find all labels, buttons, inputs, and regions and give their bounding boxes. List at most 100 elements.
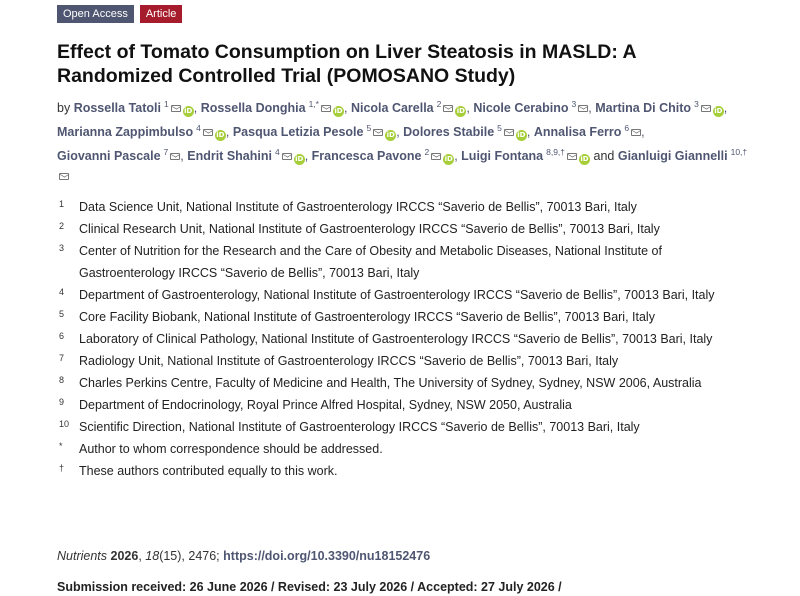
author-affiliation-ref: 7 (163, 146, 169, 157)
author-affiliation-ref: 4 (196, 122, 201, 133)
mail-icon[interactable] (373, 129, 384, 137)
mail-icon[interactable] (578, 105, 589, 113)
affiliation-text: Core Facility Biobank, National Institut… (79, 310, 655, 324)
author-name[interactable]: Luigi Fontana (461, 148, 544, 163)
mail-icon[interactable] (431, 152, 442, 160)
authors-and-label: and (593, 148, 615, 163)
author-name[interactable]: Rossella Tatoli (73, 101, 161, 116)
author-entry: Martina Di Chito 3 iD (595, 99, 724, 118)
affiliation-item: 4 Department of Gastroenterology, Nationa… (57, 284, 747, 306)
orcid-icon[interactable]: iD (579, 153, 591, 165)
author-name[interactable]: Marianna Zappimbulso (57, 125, 194, 140)
affiliation-number: 8 (59, 375, 65, 385)
author-affiliation-ref: 4 (274, 146, 280, 157)
doi-link[interactable]: https://doi.org/10.3390/nu18152476 (223, 549, 431, 563)
article-title: Effect of Tomato Consumption on Liver St… (57, 41, 636, 87)
author-name[interactable]: Dolores Stabile (403, 125, 495, 140)
affiliation-number: 10 (59, 419, 70, 429)
affiliation-text: Department of Endocrinology, Royal Princ… (79, 398, 572, 412)
affiliation-text: Radiology Unit, National Institute of Ga… (79, 354, 619, 368)
affiliation-text: Department of Gastroenterology, National… (79, 288, 715, 302)
orcid-icon[interactable]: iD (332, 106, 344, 118)
author-entry: Giovanni Pascale 7 (57, 146, 181, 163)
affiliation-number: 6 (59, 331, 65, 341)
author-name[interactable]: Giovanni Pascale (57, 148, 161, 163)
mail-icon[interactable] (443, 105, 454, 113)
mail-icon[interactable] (202, 129, 213, 137)
author-affiliation-ref: 1 (163, 99, 169, 109)
author-entry: Rossella Donghia 1,* iD (200, 99, 344, 118)
mail-icon[interactable] (700, 105, 711, 113)
mail-icon[interactable] (59, 172, 69, 180)
author-name[interactable]: Rossella Donghia (200, 101, 306, 116)
author-affiliation-ref: 3 (694, 99, 699, 109)
author-entry: Francesca Pavone 2 iD (311, 146, 455, 165)
orcid-icon[interactable]: iD (515, 130, 527, 142)
mail-icon[interactable] (281, 152, 292, 160)
orcid-icon[interactable]: iD (443, 153, 455, 165)
author-entry: Luigi Fontana 8,9,† iD (461, 146, 591, 165)
affiliation-text: Scientific Direction, National Institute… (79, 420, 640, 434)
author-entry: Rossella Tatoli 1 iD (73, 99, 194, 118)
author-name[interactable]: Nicole Cerabino (473, 101, 569, 116)
affiliation-number: 4 (59, 287, 65, 297)
open-access-badge[interactable]: Open Access (57, 5, 134, 23)
affiliation-number: 5 (59, 309, 65, 319)
affiliation-item: 6 Laboratory of Clinical Pathology, Natio… (57, 328, 747, 350)
citation-year: 2026 (110, 549, 139, 563)
affiliation-number: 2 (59, 221, 65, 231)
affiliation-item: 7 Radiology Unit, National Institute of G… (57, 350, 747, 372)
citation-line: Nutrients 2026, 18(15), 2476; https://do… (57, 549, 431, 563)
badge-row: Open Access Article (57, 5, 183, 23)
affiliation-text: Laboratory of Clinical Pathology, Nation… (79, 332, 713, 346)
affiliation-item: 2 Clinical Research Unit, National Instit… (57, 218, 747, 240)
mail-icon[interactable] (503, 129, 514, 137)
affiliation-item: † These authors contributed equally to th… (57, 460, 747, 482)
affiliation-text: Center of Nutrition for the Research and… (79, 244, 662, 280)
mail-icon[interactable] (631, 129, 642, 137)
mail-icon[interactable] (170, 105, 181, 113)
affiliation-item: 3 Center of Nutrition for the Research an… (57, 240, 747, 284)
mail-icon[interactable] (567, 152, 578, 160)
author-affiliation-ref: 6 (624, 122, 630, 133)
citation-volume: 18 (145, 549, 160, 563)
author-name[interactable]: Annalisa Ferro (533, 125, 622, 140)
author-name[interactable]: Nicola Carella (350, 101, 434, 116)
affiliation-item: 1 Data Science Unit, National Institute o… (57, 196, 747, 218)
author-entry: Nicola Carella 2 iD (350, 99, 467, 118)
affiliation-number: † (59, 463, 65, 473)
affiliation-item: * Author to whom correspondence should be… (57, 438, 747, 460)
author-name[interactable]: Pasqua Letizia Pesole (232, 125, 364, 140)
orcid-icon[interactable]: iD (455, 106, 467, 118)
author-affiliation-ref: 3 (571, 99, 577, 109)
author-name[interactable]: Endrit Shahini (187, 148, 272, 163)
author-entry: Dolores Stabile 5 iD (403, 123, 527, 142)
mail-icon[interactable] (320, 105, 331, 113)
author-entry: Annalisa Ferro 6 (533, 122, 642, 140)
affiliation-item: 10 Scientific Direction, National Institu… (57, 416, 747, 438)
author-affiliation-ref: 2 (424, 146, 430, 157)
orcid-icon[interactable]: iD (712, 106, 724, 118)
author-entry: Pasqua Letizia Pesole 5 iD (232, 122, 397, 142)
author-name[interactable]: Francesca Pavone (311, 148, 422, 163)
orcid-icon[interactable]: iD (214, 130, 226, 142)
orcid-icon[interactable]: iD (385, 130, 397, 142)
affiliation-number: 9 (59, 397, 65, 407)
author-affiliation-ref: 5 (366, 122, 372, 133)
affiliation-text: Author to whom correspondence should be … (79, 442, 383, 456)
author-affiliation-ref: 8,9,† (546, 146, 566, 157)
affiliation-text: Charles Perkins Centre, Faculty of Medic… (79, 376, 702, 390)
affiliation-list: 1 Data Science Unit, National Institute o… (57, 196, 747, 482)
author-entry: Marianna Zappimbulso 4 iD (57, 122, 226, 142)
submission-dates: Submission received: 26 June 2026 / Revi… (57, 580, 562, 594)
affiliation-number: 3 (59, 243, 65, 253)
orcid-icon[interactable]: iD (293, 153, 305, 165)
mail-icon[interactable] (170, 152, 181, 160)
author-name[interactable]: Gianluigi Giannelli (617, 148, 728, 163)
affiliation-item: 5 Core Facility Biobank, National Institu… (57, 306, 747, 328)
author-name[interactable]: Martina Di Chito (595, 101, 692, 116)
orcid-icon[interactable]: iD (182, 106, 194, 118)
author-affiliation-ref: 10,† (730, 146, 748, 157)
affiliation-number: 7 (59, 353, 65, 363)
affiliation-text: Data Science Unit, National Institute of… (79, 200, 637, 214)
